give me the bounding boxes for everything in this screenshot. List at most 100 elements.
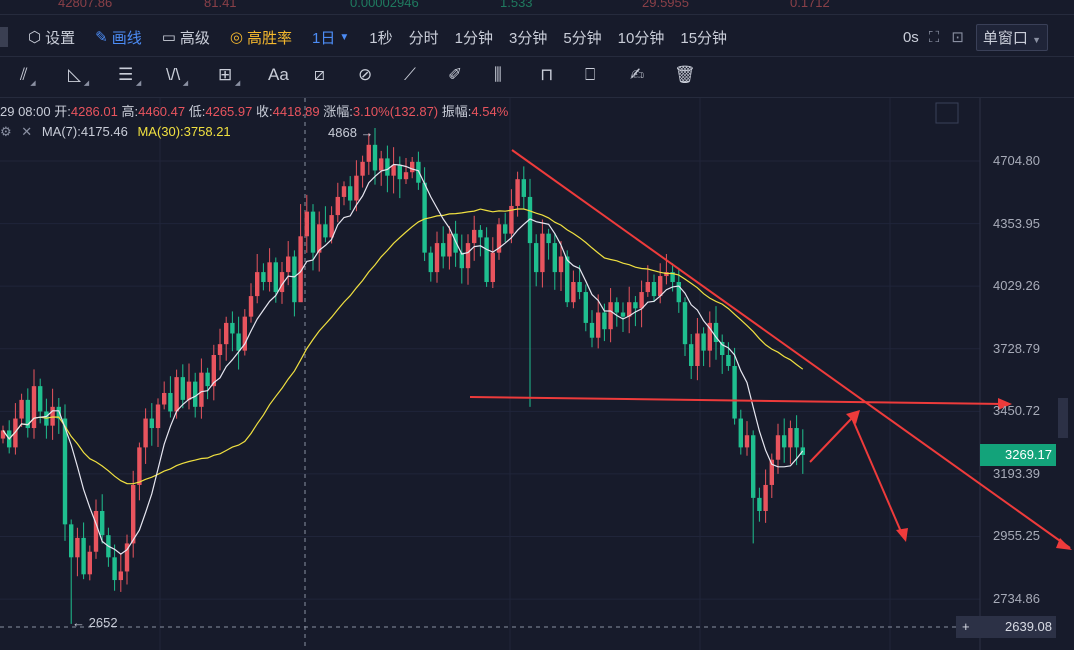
- candle-body[interactable]: [335, 196, 340, 216]
- candle-body[interactable]: [261, 272, 266, 283]
- candle-body[interactable]: [298, 236, 303, 303]
- candle-body[interactable]: [242, 316, 247, 351]
- candle-body[interactable]: [168, 392, 173, 412]
- candle-body[interactable]: [348, 186, 353, 201]
- candle-body[interactable]: [397, 165, 402, 180]
- candle-body[interactable]: [534, 243, 539, 273]
- win-rate-button[interactable]: ◎ 高胜率: [230, 27, 292, 48]
- candle-body[interactable]: [751, 435, 756, 498]
- candle-body[interactable]: [19, 399, 24, 419]
- candle-body[interactable]: [546, 233, 551, 244]
- candle-body[interactable]: [459, 252, 464, 269]
- candle-body[interactable]: [682, 302, 688, 345]
- settings-button[interactable]: ⬡ 设置: [28, 27, 75, 48]
- candle-body[interactable]: [782, 435, 787, 448]
- candle-body[interactable]: [552, 243, 557, 273]
- candle-body[interactable]: [757, 497, 762, 512]
- candle-body[interactable]: [124, 543, 130, 572]
- candle-body[interactable]: [230, 322, 235, 334]
- ruler-icon[interactable]: ⧄: [314, 65, 325, 84]
- expand-icon[interactable]: [935, 102, 959, 124]
- candle-body[interactable]: [447, 233, 452, 257]
- lock-icon[interactable]: ⊓: [540, 65, 554, 84]
- candle-body[interactable]: [118, 571, 123, 581]
- candle-body[interactable]: [434, 243, 440, 273]
- candle-body[interactable]: [211, 355, 216, 387]
- period-10m[interactable]: 10分钟: [617, 29, 665, 47]
- candle-body[interactable]: [56, 406, 61, 419]
- text-tool[interactable]: Aa: [268, 65, 289, 84]
- candle-body[interactable]: [707, 322, 712, 351]
- candle-body[interactable]: [391, 165, 396, 176]
- candle-body[interactable]: [87, 551, 92, 575]
- candle-body[interactable]: [720, 342, 725, 356]
- candle-body[interactable]: [689, 344, 694, 366]
- trendline[interactable]: [511, 149, 1071, 549]
- candle-body[interactable]: [354, 175, 359, 201]
- edit-note-icon[interactable]: ✍: [630, 65, 645, 84]
- candle-body[interactable]: [422, 182, 427, 253]
- candle-body[interactable]: [558, 256, 564, 273]
- candle-body[interactable]: [726, 355, 731, 366]
- arrow-up[interactable]: [809, 417, 853, 463]
- candle-body[interactable]: [763, 484, 768, 512]
- close-icon[interactable]: ✕: [21, 124, 33, 139]
- candle-body[interactable]: [199, 372, 204, 407]
- candle-body[interactable]: [174, 377, 179, 412]
- candle-body[interactable]: [416, 161, 421, 183]
- candle-body[interactable]: [93, 511, 99, 552]
- candle-body[interactable]: [143, 418, 148, 448]
- candle-body[interactable]: [633, 302, 638, 309]
- candle-body[interactable]: [137, 447, 142, 485]
- candle-body[interactable]: [329, 215, 334, 238]
- candle-body[interactable]: [180, 377, 185, 400]
- candle-body[interactable]: [62, 418, 68, 525]
- draw-button[interactable]: ✎ 画线: [95, 27, 142, 48]
- trash-icon[interactable]: 🗑: [674, 65, 696, 84]
- candle-body[interactable]: [323, 224, 328, 238]
- candle-body[interactable]: [565, 256, 570, 303]
- add-box-icon[interactable]: ⊞ ◢: [218, 65, 241, 87]
- candle-body[interactable]: [490, 252, 495, 283]
- candle-body[interactable]: [738, 418, 743, 448]
- advanced-button[interactable]: ▭ 高级: [162, 27, 210, 48]
- interval-dropdown[interactable]: 1日 ▼: [312, 27, 349, 48]
- candle-body[interactable]: [465, 243, 471, 269]
- period-1s[interactable]: 1秒: [369, 29, 393, 47]
- ruler-small-icon[interactable]: ⟋: [404, 65, 416, 84]
- candle-body[interactable]: [639, 292, 644, 309]
- candle-body[interactable]: [155, 404, 161, 429]
- candle-body[interactable]: [453, 233, 458, 253]
- candle-body[interactable]: [496, 224, 502, 253]
- candle-body[interactable]: [341, 186, 347, 197]
- candle-body[interactable]: [379, 158, 384, 171]
- candle-body[interactable]: [255, 272, 260, 297]
- candle-body[interactable]: [360, 161, 365, 176]
- candle-body[interactable]: [701, 333, 706, 351]
- candle-body[interactable]: [484, 237, 489, 283]
- candles-icon[interactable]: ⫼: [494, 65, 502, 84]
- axis-collapse-handle[interactable]: [1058, 398, 1068, 438]
- candle-body[interactable]: [267, 262, 272, 283]
- candle-body[interactable]: [713, 322, 719, 343]
- add-window-icon[interactable]: ⊡: [951, 29, 964, 46]
- candle-body[interactable]: [676, 282, 681, 303]
- candlestick-chart[interactable]: [0, 98, 1074, 650]
- candle-body[interactable]: [410, 161, 415, 173]
- triangle-icon[interactable]: ◺ ◢: [68, 65, 90, 87]
- candle-body[interactable]: [775, 435, 781, 460]
- candle-body[interactable]: [794, 428, 799, 448]
- candle-body[interactable]: [31, 386, 37, 429]
- window-mode-dropdown[interactable]: 单窗口 ▼: [975, 23, 1048, 51]
- candle-body[interactable]: [602, 312, 607, 330]
- candle-body[interactable]: [441, 243, 446, 257]
- candle-body[interactable]: [608, 302, 613, 330]
- candle-body[interactable]: [527, 196, 533, 244]
- candle-body[interactable]: [620, 312, 626, 317]
- candle-body[interactable]: [645, 282, 650, 293]
- candle-body[interactable]: [186, 381, 192, 400]
- candle-body[interactable]: [50, 406, 55, 426]
- ruler-circle-icon[interactable]: ⊘: [358, 65, 373, 84]
- arrow-down[interactable]: [851, 417, 903, 535]
- candle-body[interactable]: [131, 484, 136, 544]
